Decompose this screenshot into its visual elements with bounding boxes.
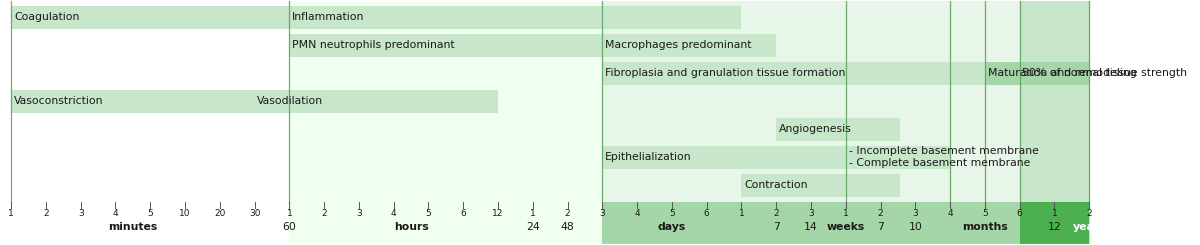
Bar <box>950 1 1020 244</box>
Text: 4: 4 <box>113 209 119 218</box>
Text: 3: 3 <box>78 209 84 218</box>
Text: 4: 4 <box>635 209 640 218</box>
Text: 3: 3 <box>356 209 361 218</box>
Text: 1: 1 <box>738 209 744 218</box>
Bar <box>1020 1 1090 244</box>
Text: 2: 2 <box>877 209 883 218</box>
Text: 2: 2 <box>1086 209 1092 218</box>
Text: 30: 30 <box>248 209 260 218</box>
Text: 3: 3 <box>808 209 814 218</box>
Text: 48: 48 <box>560 222 575 232</box>
Text: 7: 7 <box>773 222 780 232</box>
Text: 2: 2 <box>43 209 49 218</box>
Text: 3: 3 <box>600 209 605 218</box>
Bar <box>11 90 254 113</box>
Bar <box>11 6 289 29</box>
Bar <box>985 62 1090 85</box>
Bar <box>846 202 950 244</box>
Bar <box>602 146 846 169</box>
Bar <box>289 34 602 57</box>
Text: weeks: weeks <box>827 222 865 232</box>
Bar <box>602 34 776 57</box>
Text: Maturation and remodeling: Maturation and remodeling <box>988 68 1136 78</box>
Bar <box>1020 202 1090 244</box>
Text: 7: 7 <box>877 222 884 232</box>
Text: 2: 2 <box>565 209 570 218</box>
Bar <box>602 202 846 244</box>
Bar <box>776 118 900 141</box>
Text: 1: 1 <box>530 209 535 218</box>
Text: 10: 10 <box>908 222 923 232</box>
Text: 1: 1 <box>287 209 293 218</box>
Text: Angiogenesis: Angiogenesis <box>779 124 852 134</box>
Bar <box>846 146 950 169</box>
Text: 10: 10 <box>179 209 191 218</box>
Text: 5: 5 <box>982 209 988 218</box>
Bar <box>602 1 846 244</box>
Text: PMN neutrophils predominant: PMN neutrophils predominant <box>292 40 455 50</box>
Bar <box>1020 62 1090 85</box>
Text: 3: 3 <box>912 209 918 218</box>
Text: Contraction: Contraction <box>744 180 808 190</box>
Text: 5: 5 <box>426 209 431 218</box>
Text: - Incomplete basement membrane: - Incomplete basement membrane <box>848 147 1038 157</box>
Text: 1: 1 <box>8 209 14 218</box>
Bar <box>846 1 950 244</box>
Text: 6: 6 <box>1016 209 1022 218</box>
Text: months: months <box>962 222 1008 232</box>
Text: 1: 1 <box>842 209 848 218</box>
Text: 2: 2 <box>322 209 326 218</box>
Bar <box>742 174 900 197</box>
Bar <box>254 90 498 113</box>
Text: 6: 6 <box>461 209 466 218</box>
Text: 60: 60 <box>282 222 296 232</box>
Text: 5: 5 <box>148 209 154 218</box>
Text: 12: 12 <box>492 209 504 218</box>
Bar <box>950 202 1020 244</box>
Text: 4: 4 <box>391 209 396 218</box>
Bar <box>602 62 1020 85</box>
Text: 6: 6 <box>703 209 709 218</box>
Text: Vasodilation: Vasodilation <box>257 96 324 106</box>
Text: 24: 24 <box>526 222 540 232</box>
Text: - Complete basement membrane: - Complete basement membrane <box>848 158 1030 168</box>
Text: days: days <box>658 222 686 232</box>
Text: Fibroplasia and granulation tissue formation: Fibroplasia and granulation tissue forma… <box>605 68 846 78</box>
Text: years: years <box>1073 222 1106 232</box>
Text: Epithelialization: Epithelialization <box>605 152 691 162</box>
Text: 50% of normal tissue strength: 50% of normal tissue strength <box>1022 68 1188 78</box>
Text: 20: 20 <box>214 209 226 218</box>
Text: 4: 4 <box>947 209 953 218</box>
Bar <box>289 1 602 244</box>
Text: Inflammation: Inflammation <box>292 12 365 22</box>
Bar <box>289 6 742 29</box>
Text: Vasoconstriction: Vasoconstriction <box>14 96 103 106</box>
Text: minutes: minutes <box>108 222 157 232</box>
Text: 1: 1 <box>1051 209 1057 218</box>
Text: 12: 12 <box>1048 222 1061 232</box>
Text: Coagulation: Coagulation <box>14 12 79 22</box>
Text: Macrophages predominant: Macrophages predominant <box>605 40 751 50</box>
Text: 14: 14 <box>804 222 818 232</box>
Text: 5: 5 <box>670 209 674 218</box>
Text: 2: 2 <box>774 209 779 218</box>
Text: hours: hours <box>394 222 428 232</box>
